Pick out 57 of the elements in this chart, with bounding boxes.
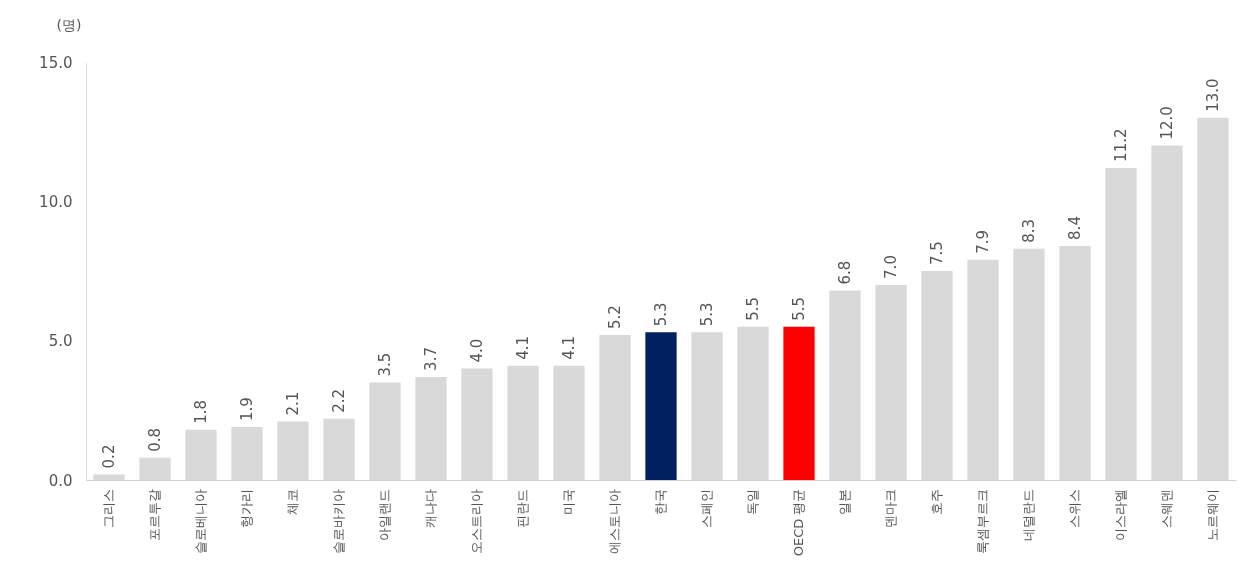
bar [783, 326, 815, 480]
x-tick-label: 헝가리 [239, 488, 254, 528]
data-label: 5.5 [790, 296, 808, 321]
x-tick-label: 오스트리아 [469, 488, 484, 554]
data-label: 2.1 [284, 391, 302, 416]
data-label: 4.1 [514, 335, 532, 360]
data-label: 3.5 [376, 352, 394, 377]
x-tick-label: 핀란드 [515, 488, 530, 528]
data-label: 6.8 [836, 260, 854, 285]
data-label: 12.0 [1158, 106, 1176, 140]
data-label: 2.2 [330, 388, 348, 413]
y-tick-label: 5.0 [48, 332, 73, 351]
y-axis-title: (명) [56, 16, 82, 33]
y-tick-label: 10.0 [39, 192, 73, 211]
data-label: 5.3 [698, 302, 716, 327]
x-tick-label: 에스토니아 [607, 488, 622, 554]
y-tick-label: 15.0 [39, 53, 73, 72]
x-tick-label: 이스라엘 [1113, 488, 1128, 541]
x-tick-label: 슬로바키아 [331, 488, 346, 554]
data-label: 11.2 [1112, 128, 1130, 162]
x-tick-label: 체코 [285, 488, 300, 515]
x-tick-label: 한국 [653, 488, 668, 515]
data-label: 5.2 [606, 305, 624, 330]
data-label: 13.0 [1204, 78, 1222, 112]
x-tick-label: 일본 [837, 488, 852, 515]
data-label: 4.1 [560, 335, 578, 360]
x-tick-label: 그리스 [101, 488, 116, 528]
data-label: 0.2 [100, 444, 118, 469]
x-tick-label: 캐나다 [423, 488, 438, 528]
x-tick-label: 스위스 [1067, 488, 1082, 528]
data-label: 0.8 [146, 427, 164, 452]
y-tick-label: 0.0 [48, 471, 73, 490]
data-label: 7.0 [882, 255, 900, 279]
bar [645, 332, 677, 480]
data-label: 8.4 [1066, 216, 1084, 240]
x-tick-label: 미국 [561, 488, 576, 515]
x-tick-label: OECD 평균 [791, 488, 806, 557]
x-tick-label: 슬로베니아 [193, 488, 208, 554]
x-tick-label: 스페인 [699, 488, 714, 528]
data-label: 7.5 [928, 241, 946, 265]
x-tick-label: 스웨덴 [1159, 488, 1174, 528]
data-label: 1.9 [238, 397, 256, 422]
data-label: 3.7 [422, 347, 440, 371]
data-label: 7.9 [974, 229, 992, 254]
x-tick-label: 덴마크 [883, 488, 898, 528]
x-tick-label: 노르웨이 [1205, 488, 1220, 541]
x-tick-label: 포르투갈 [147, 488, 162, 541]
x-tick-label: 네덜란드 [1021, 488, 1036, 541]
x-tick-label: 룩셈부르크 [975, 488, 990, 554]
data-label: 5.3 [652, 302, 670, 327]
data-label: 4.0 [468, 338, 486, 363]
x-tick-label: 아일랜드 [377, 488, 392, 541]
data-label: 5.5 [744, 296, 762, 321]
data-label: 8.3 [1020, 218, 1038, 243]
x-tick-label: 독일 [745, 488, 760, 515]
data-label: 1.8 [192, 399, 210, 424]
x-tick-label: 호주 [929, 488, 944, 515]
